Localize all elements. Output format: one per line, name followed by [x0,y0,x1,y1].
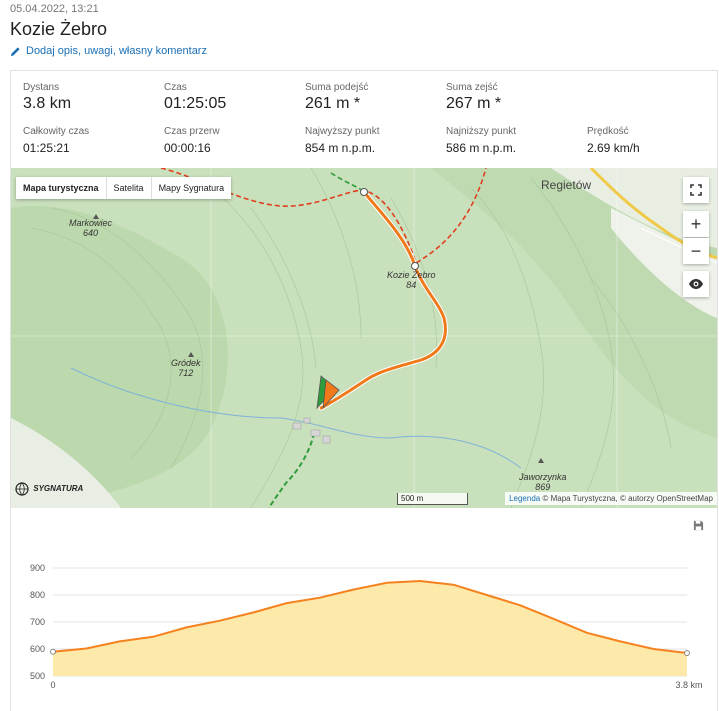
stat-descent: Suma zejść 267 m * [446,82,586,113]
peak-height: 640 [69,228,112,238]
stat-label: Suma zejść [446,82,586,93]
stat-label: Czas [164,82,304,93]
stat-value: 00:00:16 [164,141,304,155]
peak-name: Jaworzynka [519,472,567,482]
fullscreen-icon [690,184,702,196]
stat-break-time: Czas przerw 00:00:16 [164,126,304,155]
y-tick-label: 700 [30,617,45,627]
stat-distance: Dystans 3.8 km [23,82,163,113]
zoom-in-button[interactable]: + [683,211,709,237]
map-label-grodek: Gródek 712 [171,358,201,378]
stat-speed: Prędkość 2.69 km/h [587,126,719,155]
stat-highest-point: Najwyższy punkt 854 m n.p.m. [305,126,445,155]
map-type-switcher: Mapa turystyczna Satelita Mapy Sygnatura [16,177,231,199]
peak-name: Gródek [171,358,201,368]
tab-map-tourist[interactable]: Mapa turystyczna [16,177,107,199]
pencil-icon [10,46,21,57]
y-tick-label: 800 [30,590,45,600]
plus-icon: + [691,214,702,235]
elevation-point [685,651,690,656]
stat-label: Najniższy punkt [446,126,586,137]
stat-time: Czas 01:25:05 [164,82,304,113]
page-title: Kozie Żebro [10,19,107,40]
y-tick-label: 600 [30,644,45,654]
elevation-point [51,649,56,654]
map-label-jaworzynka: Jaworzynka 869 [519,472,567,492]
map-label-kozie-zebro: Kozie Żebro 84 [387,270,436,290]
peak-name: Markowiec [69,218,112,228]
stat-value: 01:25:21 [23,141,163,155]
peak-name: Kozie Żebro [387,270,436,280]
stat-value: 01:25:05 [164,95,304,113]
attribution-text: © Mapa Turystyczna, © autorzy OpenStreet… [542,494,713,503]
logo-text: SYGNATURA [33,484,83,493]
stat-value: 3.8 km [23,95,163,113]
peak-height: 869 [519,482,567,492]
stat-value: 267 m * [446,95,586,113]
legend-link[interactable]: Legenda [509,494,540,503]
stat-value: 854 m n.p.m. [305,141,445,155]
save-icon[interactable] [693,520,704,531]
peak-height: 712 [171,368,201,378]
peak-height: 84 [387,280,436,290]
stat-value: 2.69 km/h [587,141,719,155]
globe-icon [13,482,31,496]
stat-label: Dystans [23,82,163,93]
stat-label: Czas przerw [164,126,304,137]
track-datetime: 05.04.2022, 13:21 [10,3,99,15]
map-label-markowiec: Markowiec 640 [69,218,112,238]
stat-label: Całkowity czas [23,126,163,137]
x-tick-label: 3.8 km [675,680,702,690]
zoom-out-button[interactable]: − [683,238,709,264]
x-tick-label: 0 [50,680,55,690]
map-terrain [11,168,717,508]
y-tick-label: 500 [30,671,45,681]
map-scale: 500 m [397,493,468,505]
stat-label: Suma podejść [305,82,445,93]
elevation-chart: 500 600 700 800 900 0 3.8 km [11,551,717,691]
stat-label: Prędkość [587,126,719,137]
edit-description-link[interactable]: Dodaj opis, uwagi, własny komentarz [10,45,207,57]
tab-map-satellite[interactable]: Satelita [107,177,152,199]
eye-icon [688,278,704,290]
fullscreen-button[interactable] [683,177,709,203]
stat-value: 586 m n.p.m. [446,141,586,155]
stat-label: Najwyższy punkt [305,126,445,137]
map-attribution: Legenda © Mapa Turystyczna, © autorzy Op… [505,492,717,505]
sygnatura-logo: SYGNATURA [13,482,83,496]
map-view[interactable]: Mapa turystyczna Satelita Mapy Sygnatura… [11,168,717,508]
stat-total-time: Całkowity czas 01:25:21 [23,126,163,155]
minus-icon: − [691,241,702,262]
edit-description-label: Dodaj opis, uwagi, własny komentarz [26,45,207,57]
track-card: Dystans 3.8 km Czas 01:25:05 Suma podejś… [10,70,718,711]
stat-lowest-point: Najniższy punkt 586 m n.p.m. [446,126,586,155]
map-label-regietow: Regietów [541,178,591,192]
tab-map-sygnatura[interactable]: Mapy Sygnatura [152,177,232,199]
layer-visibility-button[interactable] [683,271,709,297]
y-tick-label: 900 [30,563,45,573]
stat-value: 261 m * [305,95,445,113]
stat-ascent: Suma podejść 261 m * [305,82,445,113]
